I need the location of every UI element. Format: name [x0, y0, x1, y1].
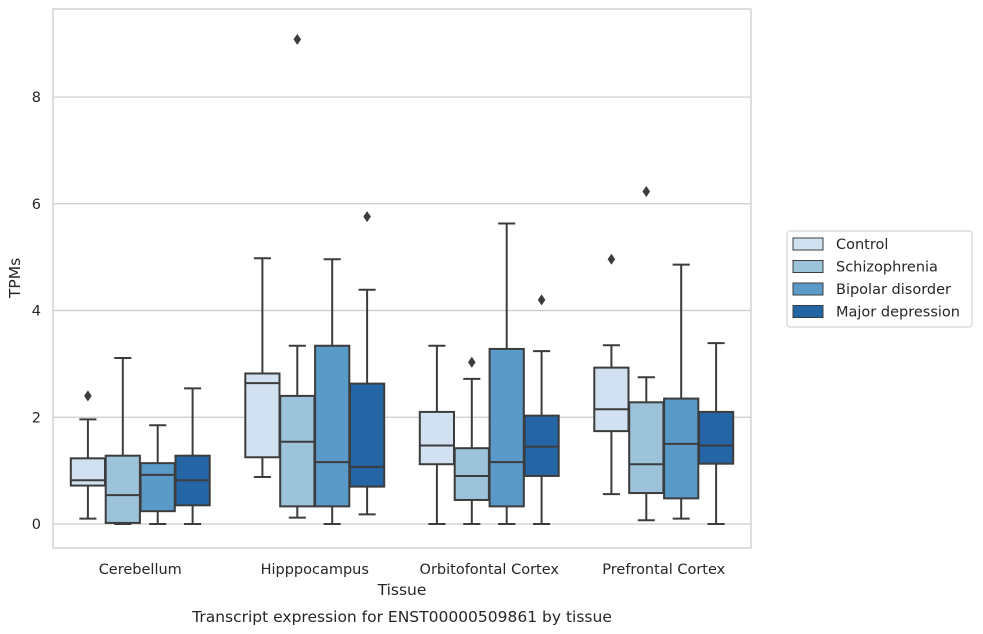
x-tick-label: Cerebellum: [99, 562, 182, 578]
legend-swatch: [792, 237, 824, 251]
box-iqr: [314, 344, 351, 508]
legend-swatch: [792, 282, 824, 296]
box-groups: [69, 33, 735, 525]
box-iqr: [453, 447, 490, 501]
legend-frame: [786, 230, 973, 328]
box-1-1: [279, 33, 316, 519]
outlier-point: [607, 253, 616, 265]
box-0-0: [69, 390, 107, 520]
legend-label: Control: [836, 237, 888, 253]
y-tick-label: 6: [32, 197, 41, 213]
outlier-point: [468, 356, 476, 368]
box-3-1: [628, 186, 665, 522]
outlier-point: [537, 294, 546, 306]
legend-swatch: [792, 260, 824, 273]
box-1-3: [348, 211, 386, 516]
box-iqr: [488, 347, 525, 508]
y-tick-labels: 0 2 4 6 8: [32, 90, 41, 533]
outlier-point: [363, 211, 371, 223]
box-3-3: [697, 342, 735, 525]
y-axis-label: TPMs: [6, 258, 24, 299]
box-2-1: [453, 356, 490, 525]
box-iqr: [628, 401, 665, 495]
plot-frame: [52, 8, 752, 549]
box-2-0: [418, 344, 456, 525]
box-iqr: [418, 410, 456, 466]
legend-label: Schizophrenia: [836, 260, 938, 276]
legend-label: Major depression: [836, 305, 960, 321]
x-axis-label: Tissue: [377, 581, 427, 599]
box-1-0: [244, 257, 281, 479]
chart-caption: Transcript expression for ENST0000050986…: [191, 608, 612, 626]
legend: Control Schizophrenia Bipolar disorder Majo…: [786, 230, 973, 328]
y-gridlines: [53, 96, 751, 525]
box-iqr: [348, 382, 386, 488]
y-tick-label: 8: [32, 90, 41, 106]
box-iqr: [69, 457, 107, 487]
box-0-2: [139, 424, 176, 525]
legend-label: Bipolar disorder: [836, 282, 951, 298]
box-3-0: [593, 253, 630, 496]
y-tick-label: 0: [32, 517, 41, 533]
x-tick-labels: Cerebellum Hipppocampus Orbitofontal Corte…: [99, 562, 726, 578]
x-tick-label: Orbitofontal Cortex: [420, 562, 560, 578]
legend-items: Control Schizophrenia Bipolar disorder Majo…: [792, 237, 960, 321]
x-tick-label: Prefrontal Cortex: [602, 562, 725, 578]
legend-swatch: [792, 305, 824, 318]
y-tick-label: 2: [32, 410, 41, 426]
box-0-3: [174, 387, 211, 525]
box-iqr: [244, 372, 281, 459]
box-2-3: [523, 294, 560, 525]
box-iqr: [663, 397, 700, 500]
outlier-point: [84, 390, 92, 402]
box-3-2: [663, 263, 700, 520]
box-iqr: [279, 394, 316, 508]
x-tick-label: Hipppocampus: [261, 562, 369, 578]
y-tick-label: 4: [32, 304, 41, 320]
box-iqr: [697, 410, 735, 465]
box-iqr: [593, 366, 630, 433]
outlier-point: [642, 186, 651, 198]
box-2-2: [488, 222, 525, 525]
outlier-point: [293, 33, 302, 45]
box-iqr: [104, 454, 141, 524]
box-iqr: [139, 462, 176, 513]
